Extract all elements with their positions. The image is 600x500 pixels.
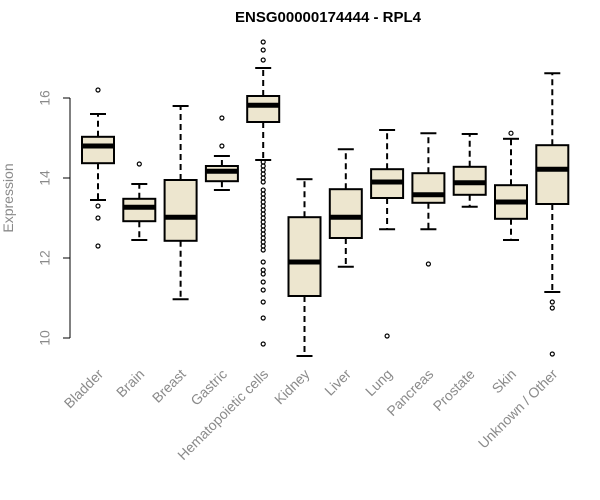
box-group-10 bbox=[494, 130, 528, 241]
outlier-4-4 bbox=[260, 163, 266, 169]
outlier-4-5 bbox=[260, 167, 266, 173]
box-group-1 bbox=[122, 161, 157, 241]
box-5 bbox=[287, 216, 322, 297]
y-tick-label-2: 14 bbox=[37, 170, 53, 186]
x-tick-label-6: Liver bbox=[321, 366, 354, 399]
x-tick-label-0: Bladder bbox=[61, 366, 107, 412]
outlier-4-14 bbox=[260, 207, 266, 213]
x-tick-label-9: Prostate bbox=[430, 366, 478, 414]
outlier-4-12 bbox=[260, 199, 266, 205]
outlier-4-24 bbox=[260, 247, 266, 253]
x-tick-label-7: Lung bbox=[362, 366, 395, 399]
outlier-4-9 bbox=[260, 187, 266, 193]
y-axis-label: Expression bbox=[0, 163, 16, 232]
outlier-4-22 bbox=[260, 239, 266, 245]
outlier-4-6 bbox=[260, 171, 266, 177]
box-11 bbox=[535, 144, 570, 205]
outlier-4-2 bbox=[260, 57, 266, 63]
outlier-4-21 bbox=[260, 235, 266, 241]
outlier-4-18 bbox=[260, 223, 266, 229]
box-group-2 bbox=[163, 105, 198, 301]
y-tick-label-1: 12 bbox=[37, 250, 53, 266]
x-tick-label-2: Breast bbox=[149, 366, 189, 406]
outlier-4-26 bbox=[260, 267, 266, 273]
box-4 bbox=[246, 95, 281, 123]
box-group-9 bbox=[452, 133, 487, 208]
outlier-4-16 bbox=[260, 215, 266, 221]
outlier-4-0 bbox=[260, 39, 266, 45]
boxes-layer bbox=[81, 39, 570, 357]
outlier-3-0 bbox=[219, 115, 225, 121]
outlier-4-20 bbox=[260, 231, 266, 237]
box-2 bbox=[163, 179, 198, 242]
box-8 bbox=[411, 172, 446, 204]
outlier-0-0 bbox=[95, 87, 101, 93]
outlier-4-7 bbox=[260, 175, 266, 181]
y-tick-label-3: 16 bbox=[37, 90, 53, 106]
outlier-4-13 bbox=[260, 203, 266, 209]
box-group-0 bbox=[81, 87, 115, 249]
outlier-4-25 bbox=[260, 259, 266, 265]
outlier-3-1 bbox=[219, 143, 225, 149]
outlier-0-2 bbox=[95, 215, 101, 221]
y-tick-label-0: 10 bbox=[37, 330, 53, 346]
outlier-4-17 bbox=[260, 219, 266, 225]
x-tick-label-1: Brain bbox=[113, 366, 147, 400]
outlier-11-2 bbox=[549, 351, 555, 357]
outlier-4-30 bbox=[260, 299, 266, 305]
outlier-4-11 bbox=[260, 195, 266, 201]
outlier-4-28 bbox=[260, 279, 266, 285]
outlier-4-29 bbox=[260, 287, 266, 293]
outlier-4-10 bbox=[260, 191, 266, 197]
box-group-7 bbox=[370, 129, 405, 339]
box-group-8 bbox=[411, 132, 446, 267]
box-group-3 bbox=[204, 115, 239, 191]
outlier-10-0 bbox=[508, 130, 514, 136]
box-0 bbox=[81, 135, 115, 165]
x-tick-label-5: Kidney bbox=[271, 366, 313, 408]
outlier-4-27 bbox=[260, 271, 266, 277]
outlier-11-1 bbox=[549, 305, 555, 311]
box-1 bbox=[122, 197, 157, 223]
outlier-4-19 bbox=[260, 227, 266, 233]
box-group-11 bbox=[535, 72, 570, 357]
outlier-4-31 bbox=[260, 315, 266, 321]
outlier-0-3 bbox=[95, 243, 101, 249]
outlier-4-32 bbox=[260, 341, 266, 347]
outlier-4-8 bbox=[260, 179, 266, 185]
outlier-4-1 bbox=[260, 47, 266, 53]
x-tick-label-10: Skin bbox=[489, 366, 520, 397]
outlier-11-0 bbox=[549, 299, 555, 305]
box-group-4 bbox=[246, 39, 281, 347]
box-group-5 bbox=[287, 178, 322, 357]
outlier-0-1 bbox=[95, 203, 101, 209]
outlier-4-23 bbox=[260, 243, 266, 249]
box-6 bbox=[328, 188, 363, 239]
chart-title: ENSG00000174444 - RPL4 bbox=[235, 9, 422, 26]
outlier-7-0 bbox=[384, 333, 390, 339]
outlier-1-0 bbox=[136, 161, 142, 167]
y-ticks: 10 12 14 16 bbox=[37, 90, 70, 346]
outlier-4-15 bbox=[260, 211, 266, 217]
box-group-6 bbox=[328, 148, 363, 268]
outlier-8-0 bbox=[425, 261, 431, 267]
